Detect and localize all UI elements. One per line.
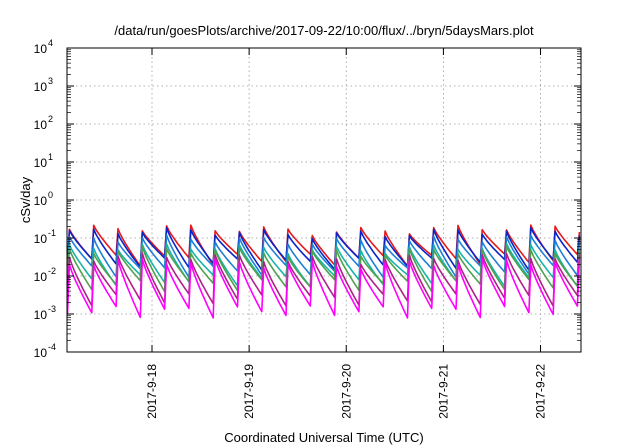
x-tick-label: 2017-9-22 bbox=[534, 364, 548, 419]
y-tick-label: 10 bbox=[34, 232, 48, 246]
y-tick-label: 10 bbox=[34, 308, 48, 322]
x-tick-label: 2017-9-21 bbox=[436, 364, 450, 419]
y-tick-exponent: 1 bbox=[48, 152, 53, 162]
x-axis: 2017-9-18 2017-9-19 2017-9-20 2017-9-21 2017… bbox=[145, 48, 548, 419]
series-line bbox=[66, 245, 581, 293]
y-tick-label: 10 bbox=[34, 346, 48, 360]
y-tick-exponent: -3 bbox=[48, 304, 56, 314]
y-tick-exponent: 4 bbox=[48, 38, 53, 48]
y-tick-exponent: -1 bbox=[48, 228, 56, 238]
y-tick-label: 10 bbox=[34, 42, 48, 56]
series-line bbox=[66, 234, 581, 279]
series-line bbox=[66, 242, 581, 288]
y-tick-label: 10 bbox=[34, 80, 48, 94]
series-line bbox=[66, 257, 581, 319]
series-line bbox=[66, 224, 581, 267]
x-tick-label: 2017-9-19 bbox=[242, 364, 256, 419]
y-tick-exponent: -2 bbox=[48, 266, 56, 276]
series-line bbox=[66, 252, 581, 307]
series-group bbox=[66, 224, 581, 319]
y-tick-label: 10 bbox=[34, 194, 48, 208]
x-tick-label: 2017-9-18 bbox=[145, 364, 159, 419]
y-tick-exponent: -4 bbox=[48, 342, 56, 352]
y-axis-label: cSv/day bbox=[18, 176, 33, 223]
y-tick-exponent: 3 bbox=[48, 76, 53, 86]
grid bbox=[67, 48, 581, 352]
y-tick-exponent: 0 bbox=[48, 190, 53, 200]
chart-title: /data/run/goesPlots/archive/2017-09-22/1… bbox=[114, 23, 534, 38]
x-axis-label: Coordinated Universal Time (UTC) bbox=[224, 430, 423, 445]
y-tick-exponent: 2 bbox=[48, 114, 53, 124]
x-tick-label: 2017-9-20 bbox=[339, 364, 353, 419]
y-tick-label: 10 bbox=[34, 118, 48, 132]
series-line bbox=[66, 226, 581, 271]
y-tick-label: 10 bbox=[34, 270, 48, 284]
y-tick-label: 10 bbox=[34, 156, 48, 170]
